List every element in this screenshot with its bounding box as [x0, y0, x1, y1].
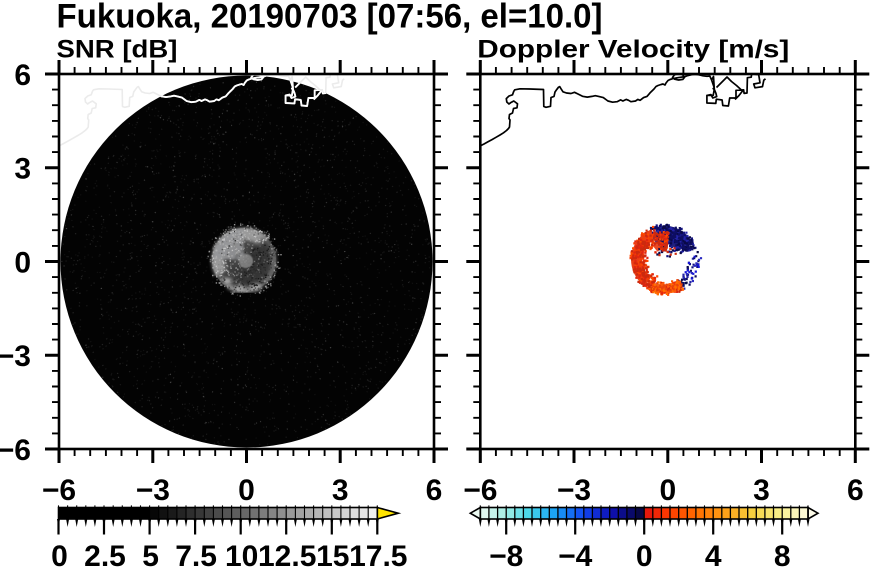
- svg-text:3: 3: [14, 153, 31, 186]
- svg-text:−6: −6: [42, 474, 76, 507]
- svg-text:−3: −3: [136, 474, 170, 507]
- svg-text:SNR [dB]: SNR [dB]: [57, 36, 178, 64]
- svg-text:6: 6: [847, 474, 864, 507]
- svg-text:3: 3: [753, 474, 770, 507]
- svg-text:−3: −3: [557, 474, 591, 507]
- svg-text:−6: −6: [463, 474, 497, 507]
- svg-text:0: 0: [636, 540, 653, 570]
- svg-text:10: 10: [225, 540, 258, 570]
- svg-text:−6: −6: [0, 434, 31, 467]
- svg-text:2.5: 2.5: [84, 540, 126, 570]
- svg-text:12.5: 12.5: [258, 540, 316, 570]
- svg-text:15: 15: [316, 540, 349, 570]
- svg-text:5: 5: [142, 540, 159, 570]
- svg-text:0: 0: [659, 474, 676, 507]
- svg-text:−3: −3: [0, 340, 31, 373]
- svg-text:7.5: 7.5: [175, 540, 217, 570]
- svg-text:0: 0: [14, 246, 31, 279]
- svg-text:−8: −8: [489, 540, 523, 570]
- svg-text:0: 0: [51, 540, 68, 570]
- svg-text:4: 4: [705, 540, 722, 570]
- svg-text:17.5: 17.5: [349, 540, 407, 570]
- svg-text:Fukuoka, 20190703 [07:56, el=1: Fukuoka, 20190703 [07:56, el=10.0]: [57, 0, 603, 36]
- svg-text:6: 6: [426, 474, 443, 507]
- svg-text:3: 3: [332, 474, 349, 507]
- svg-text:Doppler Velocity [m/s]: Doppler Velocity [m/s]: [477, 36, 789, 64]
- svg-text:6: 6: [14, 59, 31, 92]
- svg-text:0: 0: [238, 474, 255, 507]
- svg-text:−4: −4: [558, 540, 593, 570]
- svg-text:8: 8: [774, 540, 791, 570]
